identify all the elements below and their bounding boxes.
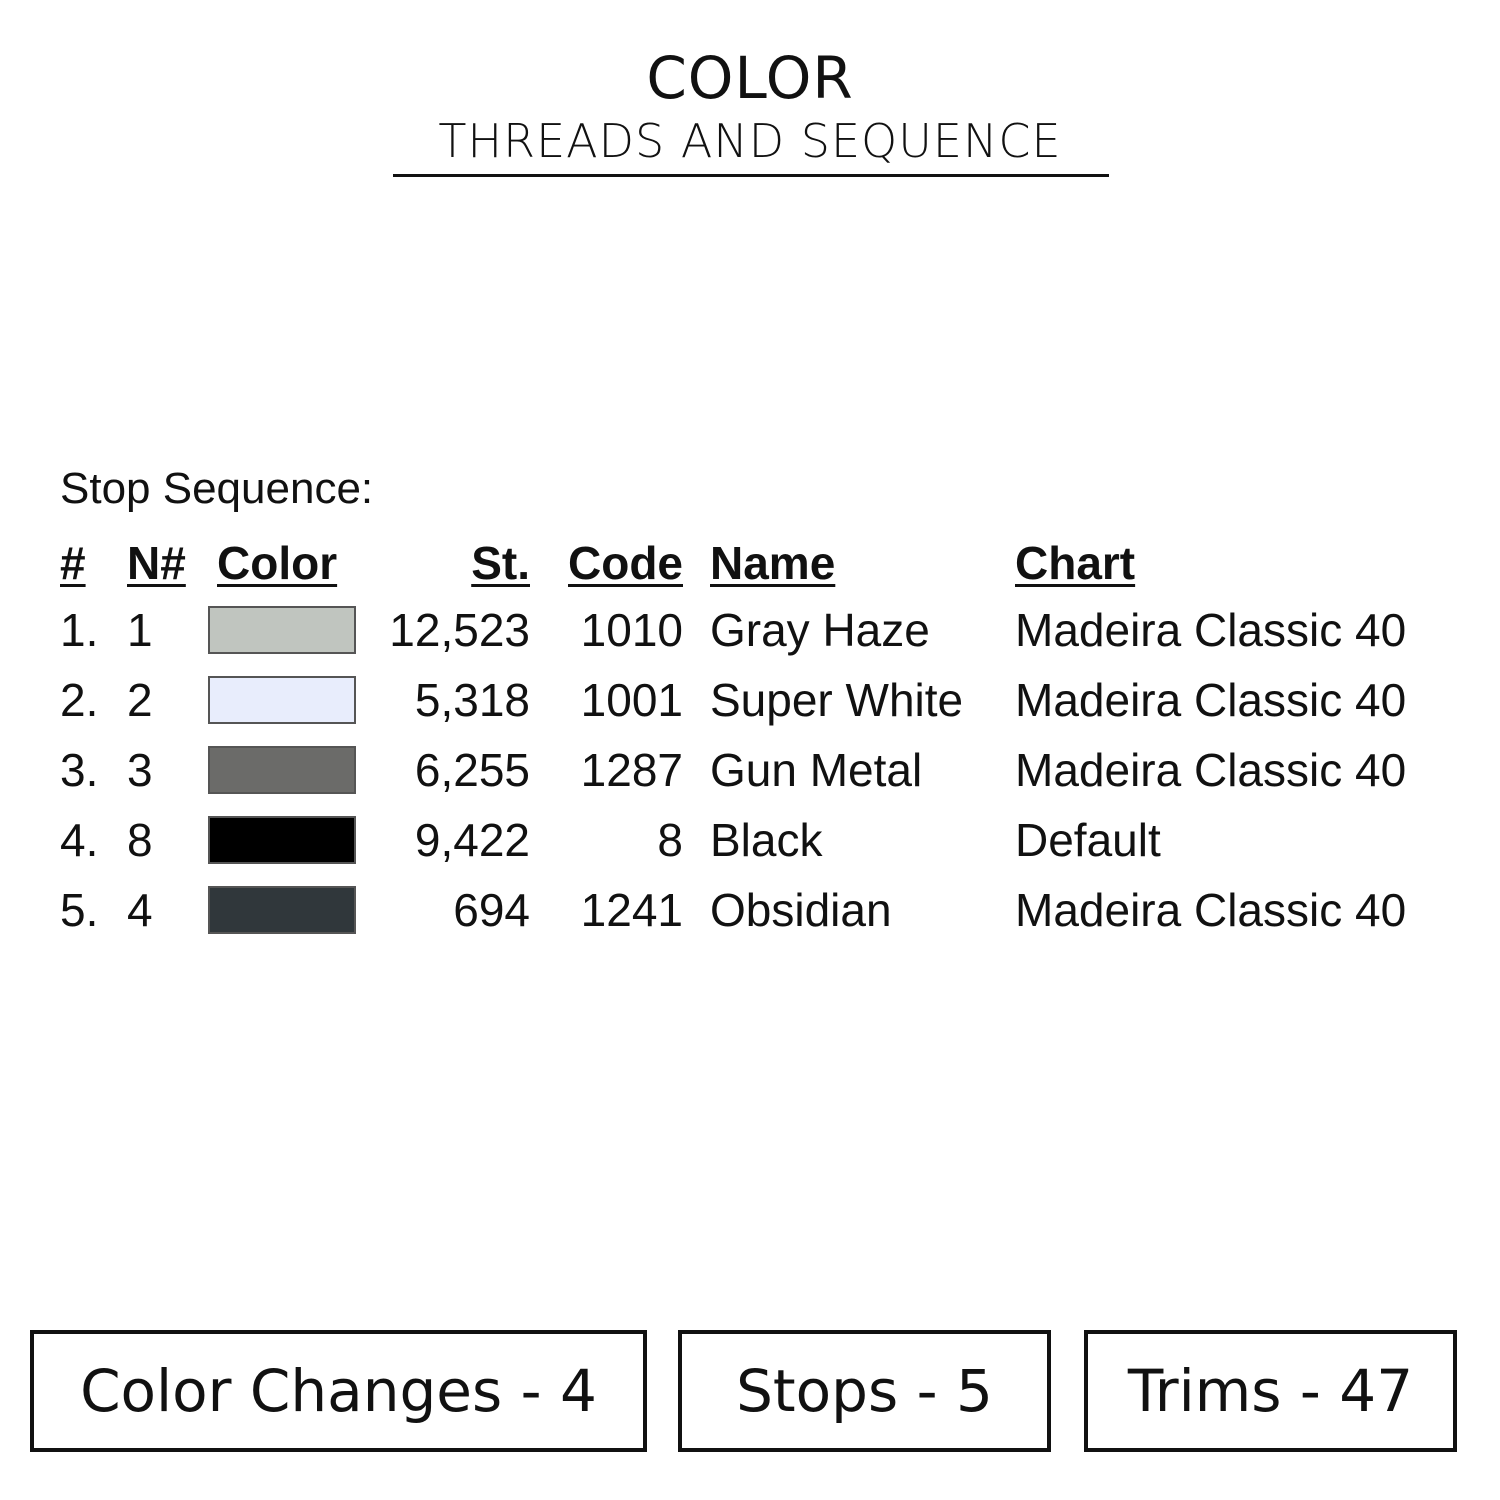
stops-label: Stops - 5 [736, 1357, 993, 1425]
column-header-color: Color [217, 537, 338, 589]
column-header-stitches: St. [471, 537, 530, 589]
row-number: 1. [60, 604, 99, 656]
thread-code: 1241 [580, 884, 683, 936]
thread-code: 8 [657, 814, 683, 866]
thread-chart: Madeira Classic 40 [1015, 674, 1407, 726]
thread-chart: Madeira Classic 40 [1015, 884, 1407, 936]
needle-number: 3 [127, 744, 153, 796]
column-header-code: Code [568, 537, 683, 589]
page-subtitle: THREADS AND SEQUENCE [438, 114, 1062, 168]
color-swatch [208, 746, 356, 794]
stops-box: Stops - 5 [678, 1330, 1051, 1452]
thread-code: 1287 [580, 744, 683, 796]
color-swatch [208, 606, 356, 654]
thread-chart: Madeira Classic 40 [1015, 744, 1407, 796]
needle-number: 1 [127, 604, 153, 656]
thread-code: 1001 [580, 674, 683, 726]
stitch-count: 694 [453, 884, 530, 936]
trims-box: Trims - 47 [1084, 1330, 1457, 1452]
page-title: COLOR [646, 44, 854, 112]
stop-sequence-label: Stop Sequence: [60, 464, 374, 513]
column-header-needle: N# [127, 537, 186, 589]
needle-number: 8 [127, 814, 153, 866]
thread-chart: Default [1015, 814, 1161, 866]
color-swatch [208, 816, 356, 864]
thread-name: Gray Haze [710, 604, 930, 656]
stitch-count: 5,318 [414, 674, 530, 726]
thread-name: Obsidian [710, 884, 892, 936]
row-number: 2. [60, 674, 99, 726]
needle-number: 4 [127, 884, 153, 936]
thread-name: Super White [710, 674, 964, 726]
column-header-number: # [60, 537, 86, 589]
color-swatch [208, 676, 356, 724]
color-swatch [208, 886, 356, 934]
row-number: 5. [60, 884, 99, 936]
thread-name: Gun Metal [710, 744, 923, 796]
stitch-count: 9,422 [414, 814, 530, 866]
title-divider [393, 174, 1109, 177]
color-changes-label: Color Changes - 4 [80, 1357, 597, 1425]
row-number: 4. [60, 814, 99, 866]
stitch-count: 6,255 [414, 744, 530, 796]
needle-number: 2 [127, 674, 153, 726]
row-number: 3. [60, 744, 99, 796]
thread-code: 1010 [580, 604, 683, 656]
column-header-name: Name [710, 537, 836, 589]
stitch-count: 12,523 [389, 604, 530, 656]
thread-name: Black [710, 814, 823, 866]
thread-chart: Madeira Classic 40 [1015, 604, 1407, 656]
color-changes-box: Color Changes - 4 [30, 1330, 647, 1452]
trims-label: Trims - 47 [1127, 1357, 1414, 1425]
column-header-chart: Chart [1015, 537, 1136, 589]
